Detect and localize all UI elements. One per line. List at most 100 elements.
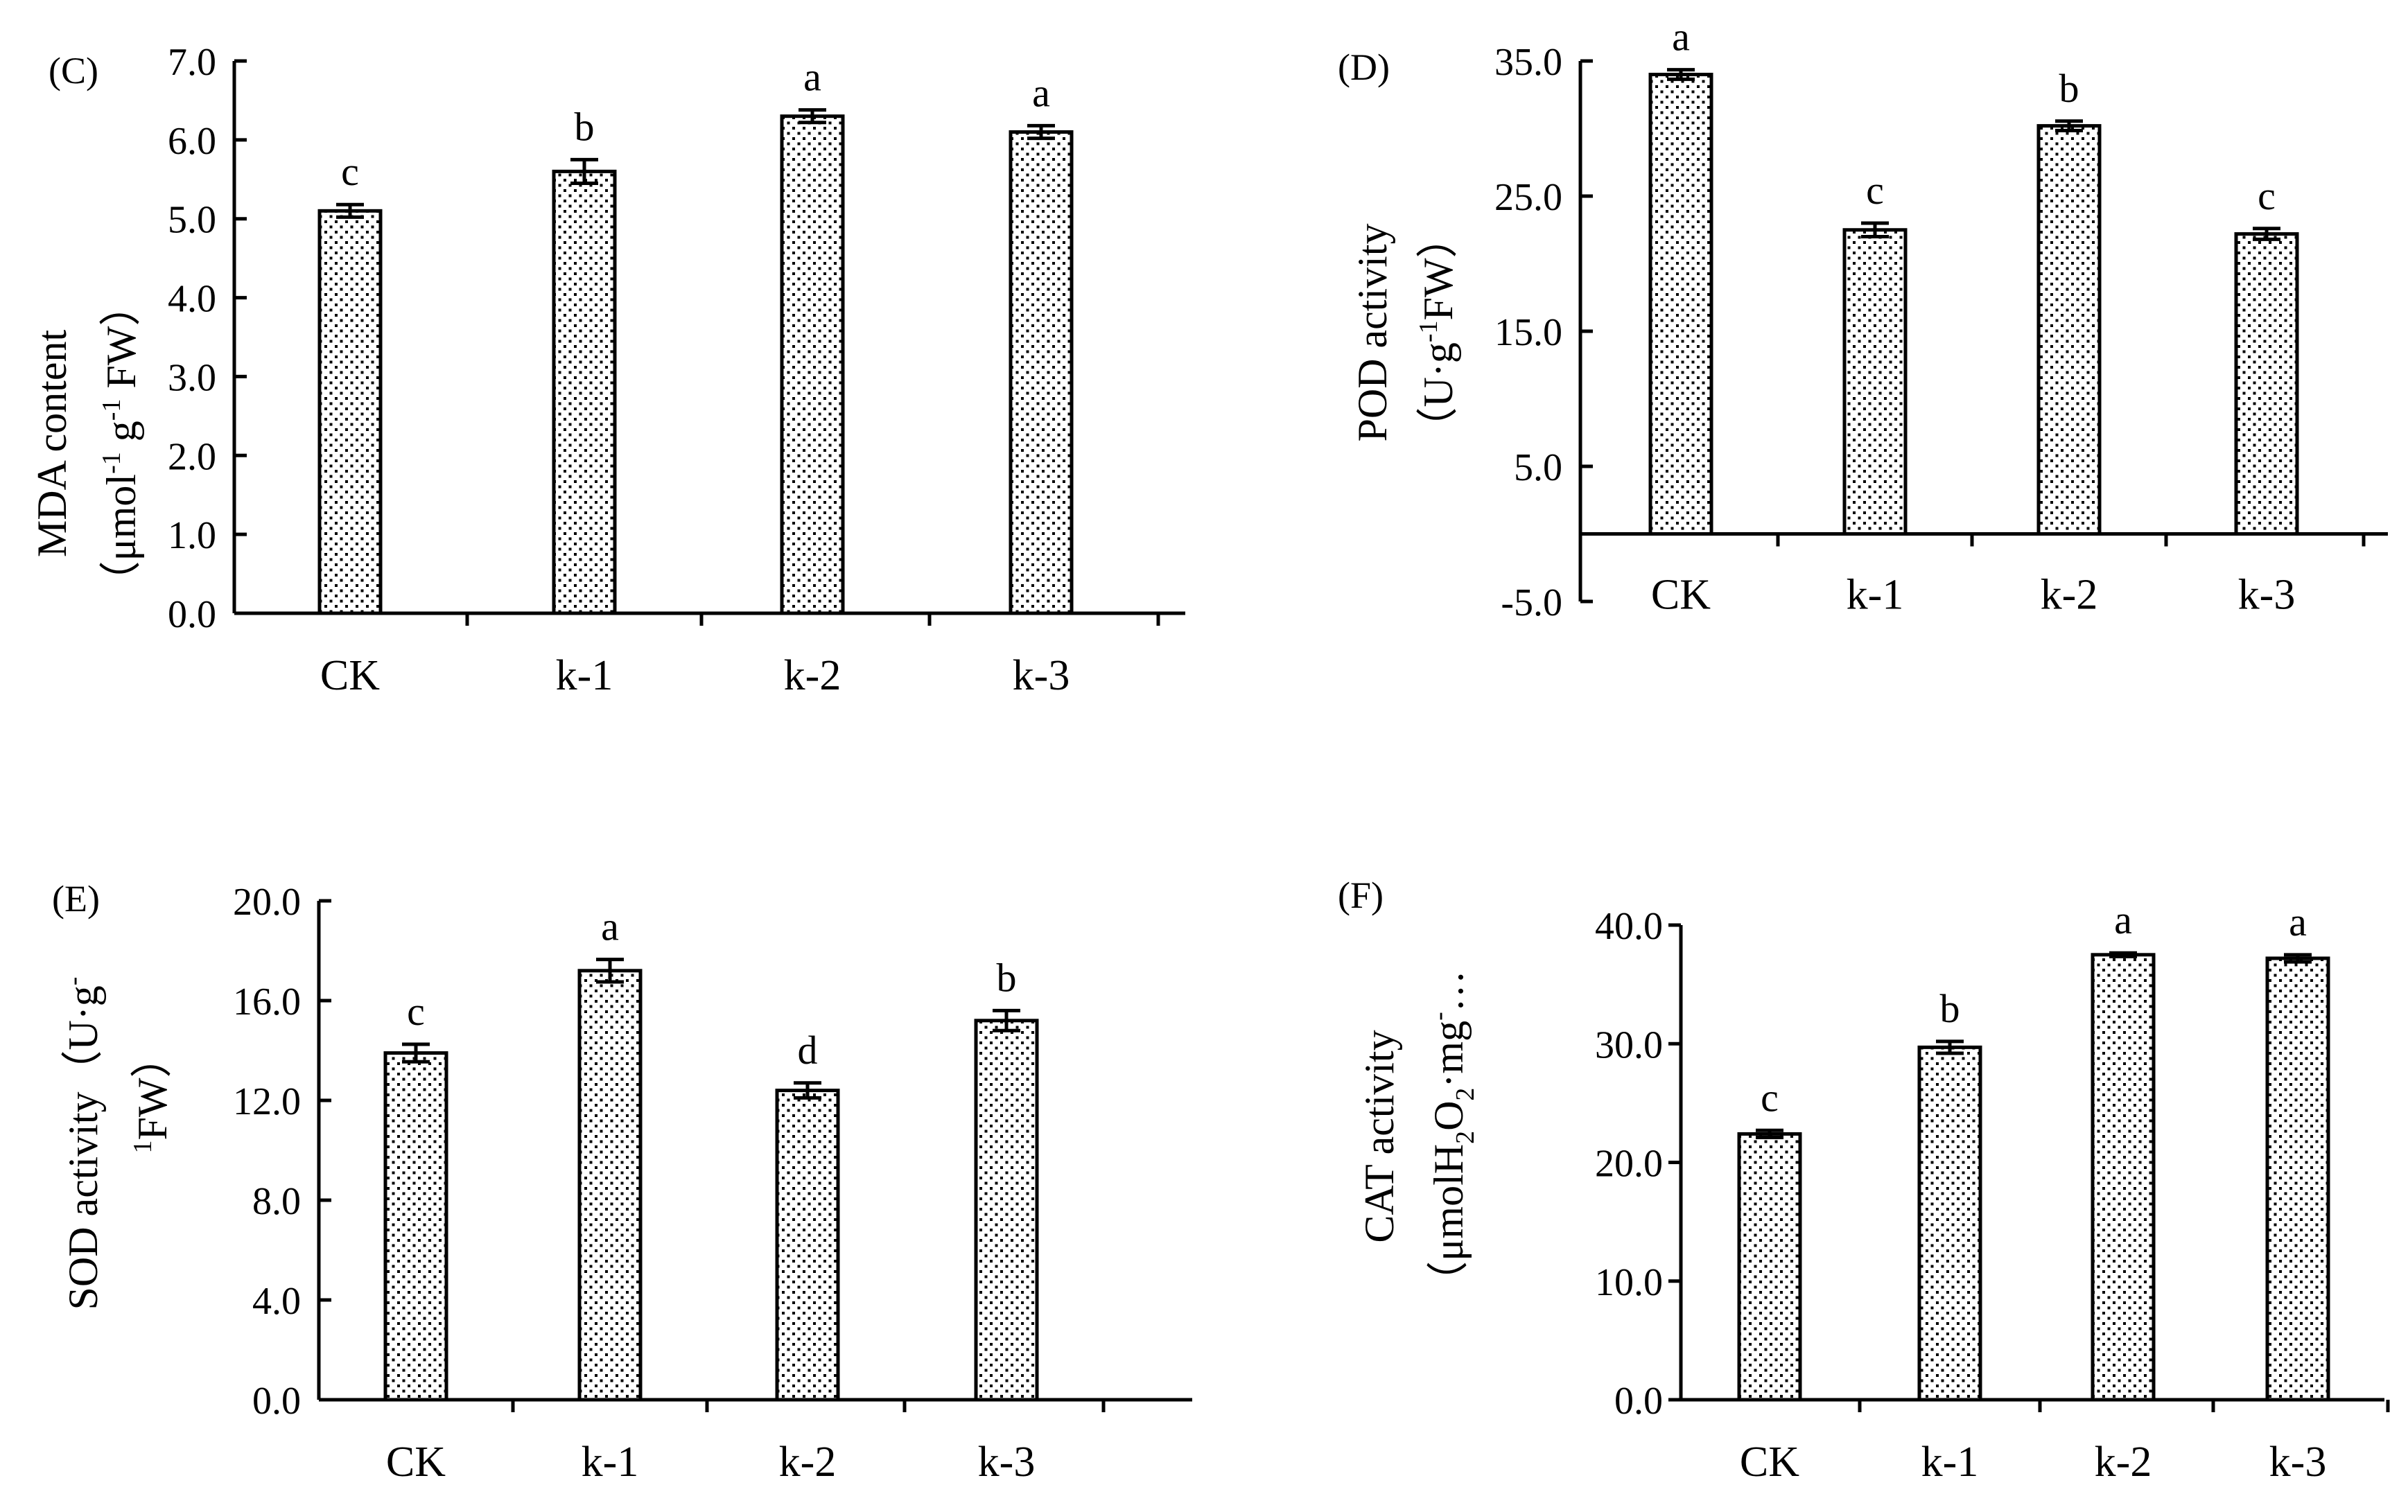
bar-k-2 <box>2036 124 2102 536</box>
significance-letter: c <box>341 149 359 194</box>
y-axis-title: MDA content <box>29 330 75 558</box>
y-axis-units: （μmol-1 g-1 FW） <box>97 285 144 603</box>
y-axis-units-text: （μmolH2O2·mg-… <box>1424 970 1480 1303</box>
y-tick-label: 3.0 <box>168 356 216 399</box>
y-tick-label: 4.0 <box>252 1280 301 1323</box>
y-axis-title-line1: SOD activity（U·g- <box>59 977 106 1310</box>
y-axis-title-line1: MDA content <box>29 330 75 558</box>
y-tick-label: 35.0 <box>1494 41 1562 84</box>
y-axis-title-line1: CAT activity <box>1356 1030 1402 1242</box>
y-tick-label: 5.0 <box>1514 446 1562 489</box>
bar-CK <box>1648 73 1713 536</box>
bar-k-1 <box>1842 228 1908 536</box>
plot-area: 0.0 4.0 8.0 12.0 16.0 20.0 c CK a k-1 d k-2 b k-3 <box>233 881 1192 1486</box>
significance-letter: a <box>601 904 619 949</box>
y-tick-label: 6.0 <box>168 120 216 163</box>
y-axis-title: POD activity <box>1350 224 1395 442</box>
y-axis-units: （U·g-1FW） <box>1414 217 1461 449</box>
y-tick-label: 0.0 <box>168 593 216 636</box>
category-label: CK <box>1651 572 1711 619</box>
y-tick-label: 25.0 <box>1494 176 1562 219</box>
y-tick-label: 0.0 <box>252 1380 301 1423</box>
category-label: CK <box>386 1439 446 1486</box>
y-tick-label: 4.0 <box>168 278 216 321</box>
significance-letter: b <box>1940 986 1960 1031</box>
category-label: k-2 <box>2041 572 2098 619</box>
significance-letter: b <box>997 955 1017 1000</box>
significance-letter: a <box>1032 70 1050 115</box>
bar-k-1 <box>552 169 617 615</box>
significance-letter: a <box>1672 15 1690 60</box>
y-tick-label: 5.0 <box>168 199 216 242</box>
y-tick-label: 16.0 <box>233 981 301 1023</box>
significance-letter: c <box>407 989 425 1034</box>
y-tick-label: -5.0 <box>1501 581 1562 624</box>
plot-area: 0.0 1.0 2.0 3.0 4.0 5.0 6.0 7.0 c CK b k-1 a k-2 a k-3 <box>168 41 1185 699</box>
category-label: k-3 <box>978 1439 1036 1486</box>
significance-letter: a <box>2289 899 2307 944</box>
y-tick-label: 20.0 <box>233 881 301 924</box>
panel-label: (E) <box>52 878 100 920</box>
y-axis-units-text: （μmol-1 g-1 FW） <box>97 285 144 603</box>
y-tick-label: 7.0 <box>168 41 216 84</box>
category-label: k-1 <box>582 1439 639 1486</box>
category-label: k-2 <box>784 652 841 699</box>
panel-label: (F) <box>1338 874 1384 916</box>
significance-letter: c <box>1761 1075 1779 1120</box>
y-tick-label: 12.0 <box>233 1080 301 1123</box>
y-tick-label: 30.0 <box>1595 1023 1663 1066</box>
category-label: k-1 <box>1921 1439 1979 1486</box>
category-label: k-3 <box>2238 572 2296 619</box>
category-label: k-1 <box>556 652 613 699</box>
y-axis-title: CAT activity <box>1356 1030 1402 1242</box>
y-tick-label: 2.0 <box>168 435 216 478</box>
bar-k-2 <box>780 114 845 615</box>
y-tick-label: 20.0 <box>1595 1143 1663 1186</box>
significance-letter: d <box>798 1028 818 1073</box>
y-axis-title-line1: POD activity <box>1350 224 1395 442</box>
panel-e: (E) SOD activity（U·g- 1FW） 0.0 4.0 8.0 12.0… <box>52 878 1192 1486</box>
significance-letter: c <box>1866 168 1884 213</box>
y-tick-label: 8.0 <box>252 1180 301 1223</box>
bar-CK <box>317 209 383 615</box>
bar-k-3 <box>2234 232 2299 536</box>
panel-label: (D) <box>1338 46 1390 88</box>
bar-CK <box>383 1051 448 1402</box>
plot-area: 0.0 10.0 20.0 30.0 40.0 c CK b k-1 a k-2 a k-3 <box>1595 897 2390 1486</box>
bar-CK <box>1737 1132 1802 1402</box>
category-label: k-2 <box>779 1439 837 1486</box>
y-tick-label: 0.0 <box>1614 1380 1663 1423</box>
bar-k-3 <box>2265 956 2330 1402</box>
significance-letter: b <box>2059 66 2079 111</box>
y-axis-units-text: （U·g-1FW） <box>1414 217 1461 449</box>
panel-label: (C) <box>49 50 98 91</box>
y-tick-label: 40.0 <box>1595 905 1663 948</box>
y-axis-title: SOD activity（U·g- <box>59 977 106 1310</box>
y-axis-units: （μmolH2O2·mg-… <box>1424 970 1480 1303</box>
y-axis-units: 1FW） <box>128 1037 175 1154</box>
y-tick-label: 1.0 <box>168 514 216 557</box>
significance-letter: c <box>2258 173 2276 218</box>
panel-f: (F) CAT activity （μmolH2O2·mg-… 0.0 10.0 2… <box>1338 874 2390 1486</box>
bar-k-2 <box>2091 953 2156 1402</box>
y-axis-units-text: 1FW） <box>128 1037 175 1154</box>
category-label: k-2 <box>2095 1439 2152 1486</box>
significance-letter: a <box>803 55 821 100</box>
significance-letter: a <box>2114 897 2132 942</box>
category-label: k-1 <box>1847 572 1904 619</box>
bar-k-2 <box>775 1089 840 1402</box>
bar-k-1 <box>1917 1045 1982 1402</box>
plot-area: -5.0 5.0 15.0 25.0 35.0 a CK c k-1 b k-2 c k-3 <box>1494 15 2388 624</box>
panel-c: (C) MDA content （μmol-1 g-1 FW） 0.0 1.0 2.… <box>29 41 1185 699</box>
y-tick-label: 15.0 <box>1494 311 1562 354</box>
bar-k-3 <box>1009 130 1074 615</box>
bar-k-1 <box>577 969 643 1402</box>
bar-k-3 <box>974 1019 1039 1402</box>
panel-d: (D) POD activity （U·g-1FW） -5.0 5.0 15.0 25… <box>1338 15 2388 624</box>
category-label: k-3 <box>2269 1439 2327 1486</box>
category-label: CK <box>1740 1439 1799 1486</box>
y-tick-label: 10.0 <box>1595 1261 1663 1304</box>
significance-letter: b <box>575 104 595 149</box>
category-label: k-3 <box>1013 652 1070 699</box>
